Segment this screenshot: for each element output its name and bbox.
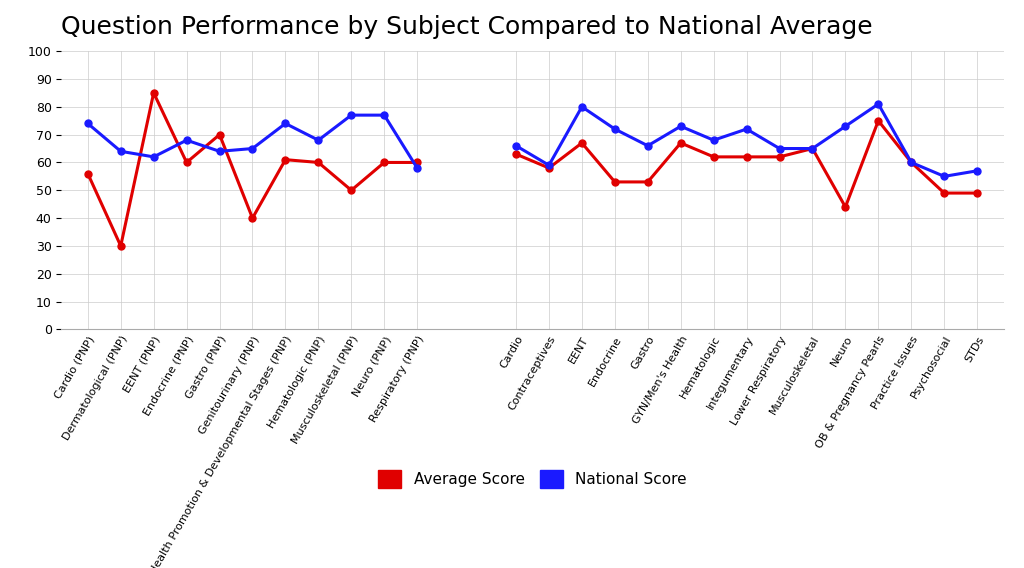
Legend: Average Score, National Score: Average Score, National Score [373, 463, 692, 494]
Text: Question Performance by Subject Compared to National Average: Question Performance by Subject Compared… [61, 15, 873, 39]
